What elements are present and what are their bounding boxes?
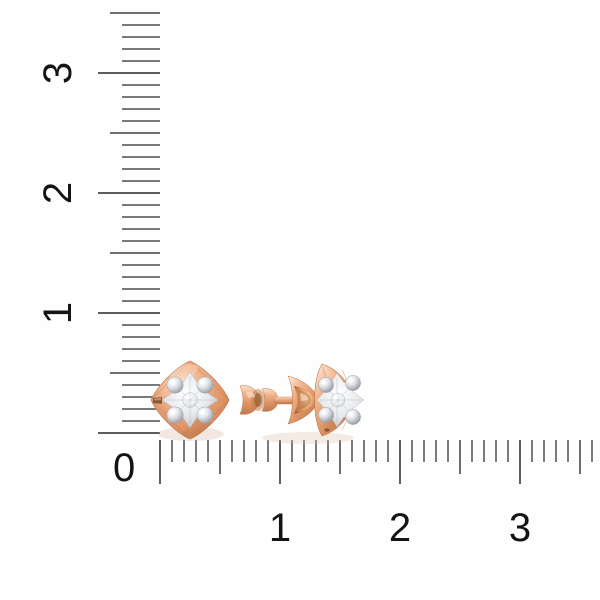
vertical-label-1: 1 xyxy=(36,301,80,325)
horizontal-tick-minor xyxy=(231,440,233,462)
vertical-tick-minor xyxy=(122,264,160,266)
horizontal-tick-major xyxy=(519,440,521,484)
vertical-tick-minor xyxy=(122,348,160,350)
horizontal-tick-minor xyxy=(507,440,509,462)
vertical-label-3: 3 xyxy=(36,61,80,85)
vertical-tick-minor xyxy=(122,360,160,362)
vertical-tick-minor xyxy=(122,108,160,110)
horizontal-tick-minor xyxy=(183,440,185,462)
horizontal-tick-medium xyxy=(459,440,461,474)
vertical-tick-minor xyxy=(122,408,160,410)
vertical-tick-major xyxy=(98,312,160,314)
vertical-tick-minor xyxy=(122,288,160,290)
vertical-tick-minor xyxy=(122,156,160,158)
earring-side-svg xyxy=(239,363,365,444)
prong-top-right xyxy=(196,376,214,394)
vertical-tick-minor xyxy=(122,84,160,86)
prong-top-right xyxy=(345,375,361,391)
ruler-origin-label: 0 xyxy=(113,446,136,490)
horizontal-tick-minor xyxy=(411,440,413,462)
vertical-tick-minor xyxy=(122,240,160,242)
vertical-tick-minor xyxy=(122,144,160,146)
horizontal-label-3: 3 xyxy=(508,506,532,550)
vertical-tick-minor xyxy=(122,336,160,338)
horizontal-tick-minor xyxy=(387,440,389,462)
prong-top-left xyxy=(166,376,184,394)
vertical-tick-minor xyxy=(122,228,160,230)
horizontal-tick-minor xyxy=(267,440,269,462)
horizontal-tick-minor xyxy=(291,440,293,462)
vertical-tick-minor xyxy=(122,120,160,122)
vertical-tick-minor xyxy=(122,216,160,218)
vertical-tick-minor xyxy=(122,384,160,386)
vertical-tick-minor xyxy=(122,276,160,278)
vertical-tick-medium xyxy=(110,132,160,134)
horizontal-tick-minor xyxy=(315,440,317,462)
vertical-tick-major xyxy=(98,72,160,74)
horizontal-tick-medium xyxy=(579,440,581,474)
vertical-tick-minor xyxy=(122,96,160,98)
vertical-tick-minor xyxy=(122,180,160,182)
horizontal-tick-minor xyxy=(375,440,377,462)
vertical-tick-minor xyxy=(122,396,160,398)
vertical-tick-minor xyxy=(122,420,160,422)
prong-bottom-right xyxy=(345,409,361,425)
horizontal-tick-minor xyxy=(423,440,425,462)
earring-front-view xyxy=(148,358,232,442)
horizontal-tick-major xyxy=(279,440,281,484)
horizontal-tick-minor xyxy=(471,440,473,462)
vertical-tick-minor xyxy=(122,48,160,50)
horizontal-label-2: 2 xyxy=(388,506,412,550)
earring-post xyxy=(273,396,295,405)
vertical-tick-minor xyxy=(122,324,160,326)
vertical-label-2: 2 xyxy=(36,181,80,205)
horizontal-tick-minor xyxy=(363,440,365,462)
vertical-tick-minor xyxy=(122,300,160,302)
vertical-tick-minor xyxy=(122,60,160,62)
prong-bottom-left xyxy=(166,406,184,424)
earring-front-svg xyxy=(150,360,230,441)
horizontal-tick-major xyxy=(159,440,161,484)
horizontal-tick-minor xyxy=(567,440,569,462)
horizontal-tick-minor xyxy=(543,440,545,462)
vertical-tick-medium xyxy=(110,12,160,14)
vertical-tick-minor xyxy=(122,36,160,38)
horizontal-tick-minor xyxy=(495,440,497,462)
horizontal-label-1: 1 xyxy=(268,506,292,550)
prong-top-left xyxy=(318,377,334,393)
vertical-tick-major xyxy=(98,432,160,434)
horizontal-tick-minor xyxy=(435,440,437,462)
horizontal-tick-minor xyxy=(243,440,245,462)
vertical-tick-medium xyxy=(110,252,160,254)
vertical-tick-minor xyxy=(122,24,160,26)
horizontal-tick-minor xyxy=(171,440,173,462)
vertical-tick-minor xyxy=(122,204,160,206)
horizontal-tick-minor xyxy=(483,440,485,462)
horizontal-tick-medium xyxy=(339,440,341,474)
horizontal-tick-major xyxy=(399,440,401,484)
prong-bottom-right xyxy=(196,406,214,424)
horizontal-tick-minor xyxy=(447,440,449,462)
earring-side-view xyxy=(238,356,368,446)
vertical-tick-medium xyxy=(110,372,160,374)
horizontal-tick-minor xyxy=(255,440,257,462)
horizontal-tick-minor xyxy=(327,440,329,462)
horizontal-tick-minor xyxy=(303,440,305,462)
vertical-tick-major xyxy=(98,192,160,194)
horizontal-tick-medium xyxy=(219,440,221,474)
horizontal-tick-minor xyxy=(531,440,533,462)
horizontal-tick-minor xyxy=(591,440,593,462)
horizontal-tick-minor xyxy=(351,440,353,462)
horizontal-tick-minor xyxy=(555,440,557,462)
prong-bottom-left xyxy=(318,407,334,423)
horizontal-tick-minor xyxy=(207,440,209,462)
butterfly-clasp xyxy=(239,385,279,415)
horizontal-tick-minor xyxy=(195,440,197,462)
vertical-tick-minor xyxy=(122,168,160,170)
